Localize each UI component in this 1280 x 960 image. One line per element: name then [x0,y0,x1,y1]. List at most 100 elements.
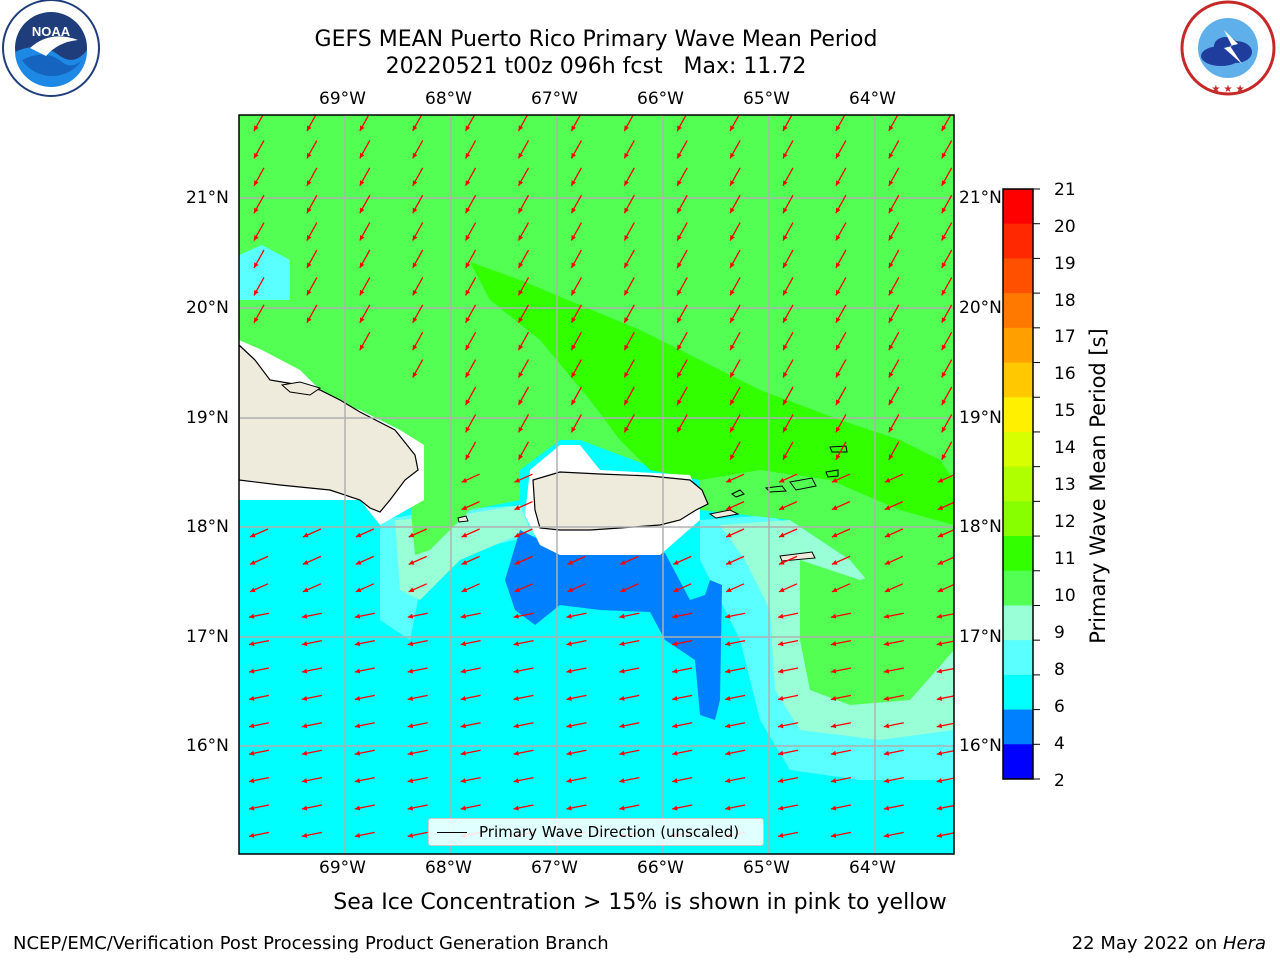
colorbar [1003,189,1033,780]
wave-arrow-head [465,399,471,405]
wave-arrow-head [941,207,947,214]
wave-arrow-head [359,344,365,351]
wave-arrow-head [888,152,894,159]
colorbar-tick: 13 [1054,475,1076,495]
noaa-logo-text: NOAA [32,24,71,39]
wave-arrow-head [835,426,841,433]
wave-arrow-head [412,372,418,378]
wave-arrow-head [783,372,788,378]
wave-arrow-head [726,560,732,565]
colorbar-tick: 14 [1054,438,1076,458]
wave-arrow-head [306,152,312,159]
wave-arrow-head [725,750,731,756]
wave-arrow-head [566,778,572,784]
wave-arrow-head [571,262,577,268]
wave-arrow-head [619,778,625,784]
lat-left-16n: 16°N [186,736,229,756]
wave-arrow-head [778,668,784,674]
colorbar-segment [1003,397,1033,433]
colorbar-tick: 8 [1054,660,1065,680]
wave-arrow-head [624,399,629,405]
wave-arrow-head [412,125,418,131]
colorbar-segment [1003,431,1033,468]
lat-left-17n: 17°N [186,627,229,647]
wave-arrow-head [412,262,418,268]
wave-arrow-head [465,125,471,131]
wave-arrow-head [883,613,890,619]
footer-credit: NCEP/EMC/Verification Post Processing Pr… [13,933,609,954]
wave-arrow-head [359,235,365,241]
wave-direction-arrows [248,115,954,838]
wave-arrow-head [830,832,837,838]
wave-arrow-head [619,695,625,701]
wave-arrow-head [677,289,682,296]
wave-arrow-head [355,587,362,593]
wave-arrow-head [783,454,788,460]
wave-arrow-head [779,505,785,510]
wave-arrow-head [566,613,572,619]
colorbar-segment [1003,570,1033,606]
map-field [239,115,954,854]
wave-arrow-head [566,750,572,756]
wave-arrow-head [725,641,731,647]
wave-arrow-head [465,426,471,433]
wave-arrow-head [779,560,785,565]
wave-arrow-head [407,723,414,729]
wave-arrow-head [354,613,361,619]
wave-arrow-head [465,152,471,159]
wave-arrow-head [677,152,682,159]
wave-arrow-head [571,152,577,159]
wave-arrow-head [566,805,572,811]
wave-arrow-head [301,695,308,701]
wave-arrow-head [571,372,577,378]
wave-arrow-head [514,477,521,483]
wave-arrow-head [465,289,471,296]
wave-arrow-head [571,344,577,351]
wave-arrow-head [620,560,626,565]
colorbar-tick: 17 [1054,327,1076,347]
wave-arrow-head [831,477,838,483]
wave-arrow-head [254,180,259,186]
wave-arrow-head [730,125,735,131]
colorbar-tick: 11 [1054,549,1076,569]
wave-arrow-head [465,317,471,323]
wave-arrow-head [778,723,784,729]
wave-arrow-head [306,125,312,131]
wave-arrow-head [306,317,312,323]
colorbar-tick: 10 [1054,586,1076,606]
colorbar-tick: 12 [1054,512,1076,532]
lon-bottom-68w: 68°W [425,858,472,878]
wave-arrow-head [619,750,625,756]
wave-arrow-head [937,477,944,483]
wave-arrow-head [465,262,471,268]
wave-arrow-head [571,207,577,214]
wave-arrow-head [936,750,943,756]
colorbar-segment [1003,640,1033,676]
wave-arrow-head [249,668,255,674]
wave-arrow-head [778,695,784,701]
wave-arrow-head [624,207,629,214]
wave-arrow-head [883,832,890,838]
wave-arrow-head [306,235,312,241]
wave-arrow-head [730,399,735,405]
wave-arrow-head [830,723,837,729]
lat-right-19n: 19°N [959,408,1002,428]
wave-arrow-head [412,207,418,214]
wave-arrow-head [888,344,894,351]
wave-arrow-head [835,289,841,296]
wave-arrow-head [460,750,466,756]
wave-arrow-head [518,454,524,460]
wave-arrow-head [779,587,785,593]
wave-arrow-head [937,587,944,593]
wave-arrow-head [883,723,890,729]
wave-arrow-head [778,805,784,811]
wave-arrow-head [460,723,466,729]
wave-arrow-head [407,613,414,619]
wave-arrow-head [730,180,735,186]
wave-arrow-head [624,372,629,378]
footer-host: Hera [1222,933,1266,954]
wave-arrow-head [518,180,524,186]
wave-arrow-head [461,560,468,565]
colorbar-segment [1003,362,1033,398]
